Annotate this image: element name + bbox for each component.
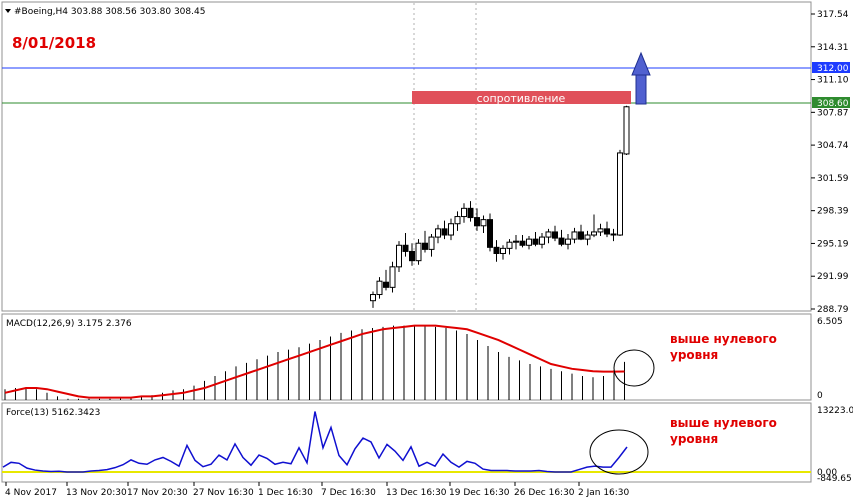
blue-level-value: 312.00 xyxy=(817,64,849,74)
candle-body xyxy=(578,231,584,240)
time-tick-label: 13 Dec 16:30 xyxy=(386,488,447,498)
time-tick-label: 26 Dec 16:30 xyxy=(514,488,575,498)
candle-body xyxy=(545,231,552,238)
candle-body xyxy=(487,219,493,248)
candle-body xyxy=(370,294,376,302)
macd-highlight-circle xyxy=(613,349,655,387)
candle-body xyxy=(454,216,461,225)
candle-body xyxy=(610,233,617,236)
time-tick-label: 2 Jan 16:30 xyxy=(578,488,630,498)
trend-line xyxy=(455,228,633,312)
force-scale-zero: 0.00 xyxy=(817,468,837,478)
candle-body xyxy=(506,241,513,249)
candle-body xyxy=(409,250,415,262)
symbol-line: #Boeing,H4 303.88 308.56 303.80 308.45 xyxy=(14,7,205,17)
macd-annotation-line1: выше нулевого xyxy=(670,332,777,346)
price-tick-label: 307.87 xyxy=(817,108,849,118)
price-axis: 317.54 314.31 311.10 307.87 304.74 301.59 298.… xyxy=(811,10,849,315)
force-annotation-line2: уровня xyxy=(670,432,718,446)
candle-body xyxy=(396,244,402,268)
candle-body xyxy=(604,228,610,235)
price-tick-label: 298.39 xyxy=(817,207,849,217)
price-tick-label: 295.19 xyxy=(817,239,849,249)
price-tick-label: 301.59 xyxy=(817,174,849,184)
candle-body xyxy=(480,219,487,227)
candle-body xyxy=(623,106,630,155)
price-tick-label: 304.74 xyxy=(817,141,849,151)
price-tick-label: 314.31 xyxy=(817,43,849,53)
price-panel[interactable] xyxy=(1,1,812,312)
candle-body xyxy=(474,217,480,227)
force-title: Force(13) 5162.3423 xyxy=(6,408,100,418)
force-scale-low: -849.65 xyxy=(817,474,852,484)
candle-body xyxy=(383,281,389,288)
macd-scale-top: 6.505 xyxy=(817,317,843,327)
force-annotation-line1: выше нулевого xyxy=(670,416,777,430)
macd-histogram xyxy=(4,325,625,400)
time-tick-label: 4 Nov 2017 xyxy=(5,488,57,498)
candle-body xyxy=(539,236,545,245)
green-level-value: 308.60 xyxy=(817,99,849,109)
candle-body xyxy=(441,228,448,236)
candle-body xyxy=(532,238,539,245)
time-axis: 4 Nov 2017 13 Nov 20:30 17 Nov 20:30 27 Nov… xyxy=(5,482,630,498)
candle-body xyxy=(558,237,565,245)
time-tick-label: 27 Nov 16:30 xyxy=(193,488,254,498)
time-tick-label: 1 Dec 16:30 xyxy=(258,488,313,498)
force-panel[interactable] xyxy=(1,402,812,483)
macd-title: MACD(12,26,9) 3.175 2.376 xyxy=(6,319,132,329)
candle-body xyxy=(467,207,474,219)
price-tick-label: 311.10 xyxy=(817,76,849,86)
resistance-box[interactable] xyxy=(412,91,631,104)
candle-body xyxy=(584,234,591,240)
force-line xyxy=(2,411,628,473)
blue-level-badge xyxy=(812,62,850,73)
candle-body xyxy=(389,266,396,288)
up-arrow-icon xyxy=(631,51,651,105)
candle-body xyxy=(435,228,441,238)
price-tick-label: 317.54 xyxy=(817,10,849,20)
candle-body xyxy=(461,207,467,218)
candle-body xyxy=(591,231,597,236)
time-tick-label: 7 Dec 16:30 xyxy=(321,488,376,498)
force-highlight-circle xyxy=(589,429,649,475)
macd-signal-line xyxy=(4,324,625,399)
macd-panel[interactable] xyxy=(1,313,812,401)
time-tick-label: 13 Nov 20:30 xyxy=(66,488,127,498)
candle-body xyxy=(571,231,578,240)
candle-body xyxy=(597,228,604,233)
candle-body xyxy=(519,240,526,246)
macd-scale-zero: 0 xyxy=(817,391,823,401)
dropdown-triangle-icon[interactable] xyxy=(5,9,11,13)
time-tick-label: 19 Dec 16:30 xyxy=(449,488,510,498)
candle-body xyxy=(513,240,519,243)
candle-body xyxy=(526,238,532,246)
price-tick-label: 291.99 xyxy=(817,272,849,282)
date-label: 8/01/2018 xyxy=(12,34,96,52)
candle-body xyxy=(402,244,409,252)
time-tick-label: 17 Nov 20:30 xyxy=(127,488,188,498)
force-scale-top: 13223.00 xyxy=(817,406,853,416)
candle-body xyxy=(422,242,428,250)
candle-body xyxy=(448,223,454,236)
candle-body xyxy=(565,238,571,245)
candle-body xyxy=(500,247,506,254)
candle-body xyxy=(617,152,623,236)
candle-body xyxy=(376,280,383,296)
resistance-label: сопротивление xyxy=(477,92,566,105)
candles xyxy=(370,105,630,308)
candle-body xyxy=(415,242,422,262)
candle-body xyxy=(428,236,435,250)
price-tick-label: 288.79 xyxy=(817,305,849,315)
green-level-badge xyxy=(812,97,850,108)
macd-annotation-line2: уровня xyxy=(670,348,718,362)
candle-body xyxy=(552,231,558,239)
candle-body xyxy=(493,246,500,254)
